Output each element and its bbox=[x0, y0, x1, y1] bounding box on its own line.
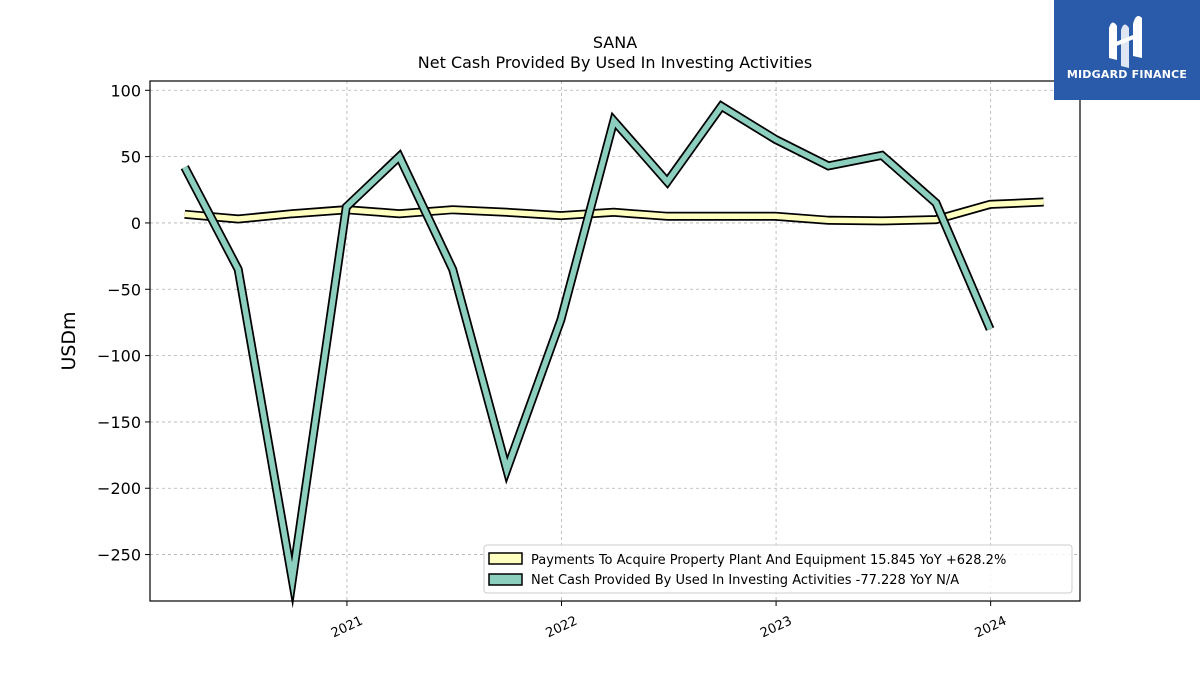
legend-label-ppe: Payments To Acquire Property Plant And E… bbox=[531, 553, 1006, 568]
y-tick-label: 50 bbox=[121, 148, 141, 167]
chart-subtitle: Net Cash Provided By Used In Investing A… bbox=[418, 53, 812, 72]
brand-logo-mark bbox=[1109, 16, 1142, 69]
legend: Payments To Acquire Property Plant And E… bbox=[483, 544, 1073, 594]
series-outline-1 bbox=[180, 100, 995, 609]
x-tick-label: 2023 bbox=[758, 614, 794, 642]
y-tick-label: −200 bbox=[97, 479, 141, 498]
brand-name: MIDGARD FINANCE bbox=[1066, 68, 1188, 81]
x-tick-label: 2021 bbox=[329, 614, 365, 642]
y-tick-label: 0 bbox=[131, 214, 141, 233]
legend-swatch-investing bbox=[488, 573, 523, 586]
y-axis-label: USDm bbox=[58, 311, 80, 370]
axis-ticks: 100 50 0 −50 −100 −150 −200 −250 2021 2022 2023 202… bbox=[97, 81, 1009, 641]
series-line-0 bbox=[184, 199, 1044, 224]
chart-title: SANA bbox=[593, 33, 637, 52]
y-tick-label: 100 bbox=[110, 81, 141, 100]
plot-frame bbox=[149, 80, 1081, 602]
y-tick-label: −250 bbox=[97, 546, 141, 565]
grid bbox=[150, 81, 1080, 601]
series-line-1 bbox=[182, 102, 993, 598]
legend-frame bbox=[483, 544, 1073, 594]
x-tick-label: 2022 bbox=[544, 614, 580, 642]
brand-logo: MIDGARD FINANCE bbox=[1054, 0, 1200, 100]
legend-swatch-ppe bbox=[488, 552, 523, 565]
y-tick-label: −50 bbox=[107, 280, 141, 299]
series-group bbox=[180, 100, 1044, 609]
x-tick-label: 2024 bbox=[973, 614, 1009, 642]
legend-label-investing: Net Cash Provided By Used In Investing A… bbox=[531, 573, 959, 588]
y-tick-label: −100 bbox=[97, 347, 141, 366]
y-tick-label: −150 bbox=[97, 413, 141, 432]
